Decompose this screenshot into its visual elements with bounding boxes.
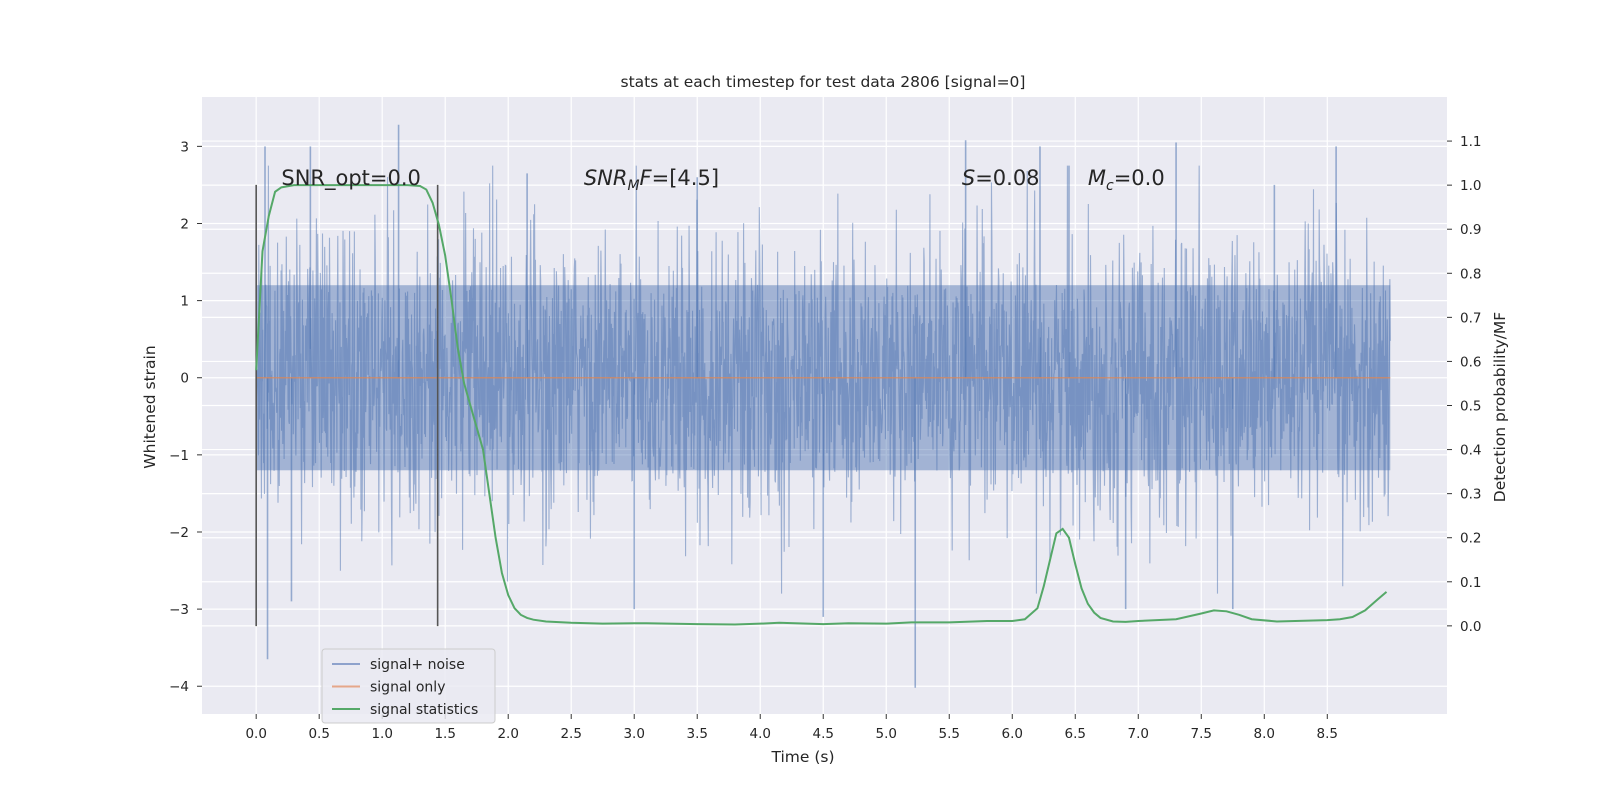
x-tick-label: 0.0 <box>245 726 266 742</box>
y-right-tick-label: 0.8 <box>1460 266 1481 282</box>
y-right-tick-label: 0.0 <box>1460 619 1481 635</box>
y-right-tick-label: 0.4 <box>1460 443 1481 459</box>
y-right-tick-label: 1.1 <box>1460 134 1481 150</box>
y-tick-label: 2 <box>180 216 189 232</box>
annotations: SNR_opt=0.0 SNRMF=[4.5] S=0.08 Mc=0.0 <box>281 166 1164 194</box>
legend-label: signal statistics <box>370 702 478 718</box>
x-tick-label: 3.5 <box>686 726 707 742</box>
x-tick-label: 6.5 <box>1065 726 1086 742</box>
y-right-tick-label: 0.5 <box>1460 399 1481 415</box>
x-tick-label: 4.0 <box>749 726 770 742</box>
y-tick-label: 3 <box>180 139 189 155</box>
y-axis-label: Whitened strain <box>141 345 159 468</box>
y-right-tick-label: 1.0 <box>1460 178 1481 194</box>
vertical-markers <box>255 184 439 627</box>
tick-labels: 0.0 0.5 1.0 1.5 2.0 2.5 3.0 3.5 4.0 4.5 5.0 5.5 6.0 6… <box>169 134 1481 742</box>
annotation-text: Mc=0.0 <box>1088 166 1165 194</box>
y-tick-label: −2 <box>169 525 189 541</box>
x-tick-label: 5.5 <box>939 726 960 742</box>
y-right-tick-label: 0.7 <box>1460 310 1481 326</box>
x-tick-label: 7.5 <box>1191 726 1212 742</box>
y-right-tick-label: 0.9 <box>1460 222 1481 238</box>
x-tick-label: 8.0 <box>1254 726 1275 742</box>
signal-statistics-series <box>255 184 1388 626</box>
x-tick-label: 7.0 <box>1128 726 1149 742</box>
y-right-tick-label: 0.3 <box>1460 487 1481 503</box>
annotation-text: SNR_opt=0.0 <box>281 166 421 191</box>
y-tick-label: −3 <box>169 602 189 618</box>
x-tick-label: 1.0 <box>371 726 392 742</box>
x-tick-label: 2.0 <box>497 726 518 742</box>
annotation-text: SNRMF=[4.5] <box>584 166 719 194</box>
x-tick-label: 6.0 <box>1002 726 1023 742</box>
legend-label: signal only <box>370 680 445 696</box>
legend-label: signal+ noise <box>370 657 465 673</box>
x-tick-label: 4.5 <box>812 726 833 742</box>
x-axis-label: Time (s) <box>770 748 834 766</box>
annotation-text: S=0.08 <box>962 166 1040 190</box>
x-tick-label: 3.0 <box>623 726 644 742</box>
y-tick-label: 0 <box>180 371 189 387</box>
legend-box <box>321 648 496 724</box>
x-tick-label: 0.5 <box>308 726 329 742</box>
x-tick-label: 1.5 <box>434 726 455 742</box>
y-tick-label: −1 <box>169 448 189 464</box>
chart-title: stats at each timestep for test data 280… <box>621 73 1026 91</box>
y-right-tick-label: 0.1 <box>1460 575 1481 591</box>
y-tick-label: 1 <box>180 294 189 310</box>
y-right-axis-label: Detection probability/MF <box>1491 312 1509 503</box>
y-right-tick-label: 0.2 <box>1460 531 1481 547</box>
legend: signal+ noise signal only signal statistic… <box>321 648 496 724</box>
x-tick-label: 2.5 <box>560 726 581 742</box>
signal-statistics-line <box>255 184 1388 626</box>
y-right-tick-label: 0.6 <box>1460 354 1481 370</box>
x-tick-label: 8.5 <box>1317 726 1338 742</box>
y-tick-label: −4 <box>169 679 189 695</box>
x-tick-label: 5.0 <box>876 726 897 742</box>
